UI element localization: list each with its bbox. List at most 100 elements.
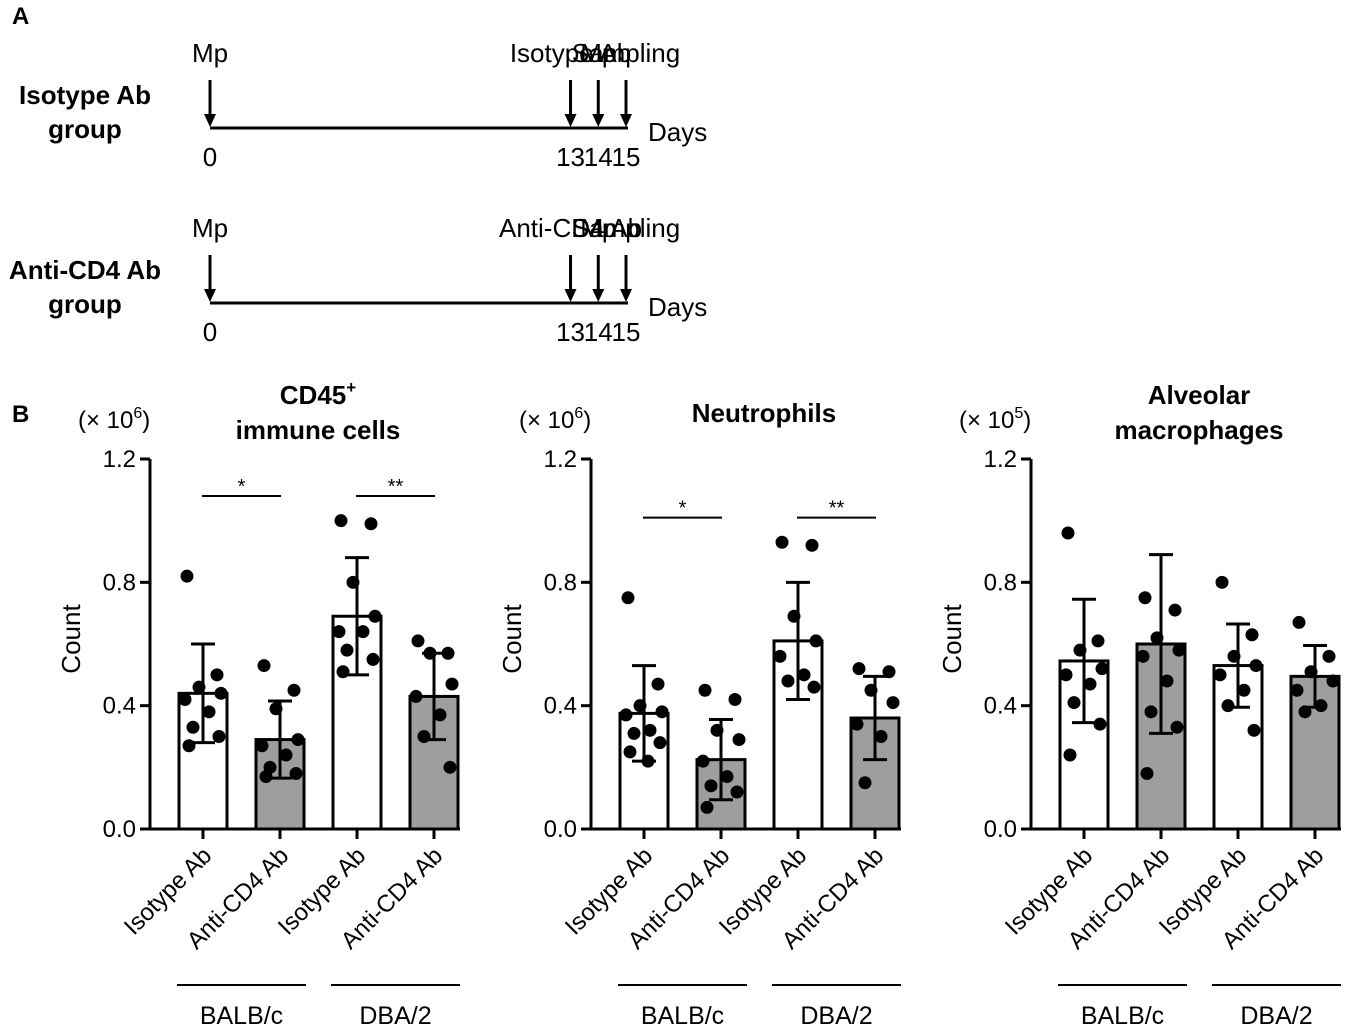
y-tick-label: 0.4 — [103, 693, 136, 720]
data-point — [1170, 720, 1184, 734]
timeline-event: Mp 14 — [580, 213, 616, 347]
data-point — [212, 730, 226, 743]
significance-label: * — [238, 476, 246, 498]
data-point — [696, 754, 710, 768]
unit-prefix: (× 10 — [78, 407, 133, 434]
unit-label: (× 106) — [78, 405, 150, 434]
data-point — [178, 693, 192, 706]
data-point — [356, 625, 370, 639]
y-tick-label: 1.2 — [103, 446, 136, 473]
event-day-label: 13 — [556, 317, 585, 347]
data-point — [364, 517, 378, 531]
error-bar — [786, 580, 810, 701]
error-bar — [422, 651, 446, 742]
data-point — [775, 535, 789, 549]
data-point — [655, 705, 669, 719]
data-point — [1067, 696, 1081, 710]
data-point — [340, 643, 354, 657]
event-arrow-head — [620, 289, 632, 302]
unit-exponent: 6 — [574, 405, 583, 422]
data-point — [627, 726, 641, 740]
timeline-group-label: group — [48, 114, 122, 144]
data-point — [850, 717, 864, 731]
panel-a-letter: A — [12, 3, 29, 30]
group-label: BALB/c — [1081, 1002, 1164, 1029]
timeline-axis-label: Days — [648, 292, 707, 322]
chart-title: CD45+ — [280, 378, 356, 410]
chart-3: (× 105) Alveolar macrophages 0.0 0.4 0.8 1.2 Co… — [937, 380, 1341, 1029]
event-arrow-head — [592, 114, 605, 127]
data-point — [1314, 699, 1328, 713]
data-point — [1213, 668, 1227, 682]
data-point — [1221, 699, 1235, 713]
y-axis-label: Count — [56, 604, 86, 674]
data-point — [1160, 674, 1174, 688]
data-point — [289, 767, 303, 780]
data-point — [441, 646, 455, 660]
event-label: Mp — [580, 213, 616, 243]
event-arrow-head — [564, 114, 577, 127]
data-point — [287, 683, 301, 697]
unit-prefix: (× 10 — [959, 407, 1014, 434]
data-point — [1326, 674, 1340, 688]
timeline-axis-label: Days — [648, 117, 707, 147]
error-bar — [1072, 597, 1096, 725]
event-day-label: 15 — [612, 142, 641, 172]
data-point — [332, 625, 346, 639]
data-point — [805, 538, 819, 552]
data-point — [1061, 526, 1075, 540]
data-point — [781, 674, 795, 688]
event-arrow-head — [204, 114, 216, 127]
data-point — [698, 683, 712, 697]
y-tick-label: 0.8 — [984, 569, 1017, 596]
panel-b-letter: B — [12, 401, 29, 428]
data-point — [1172, 643, 1186, 657]
error-bar — [632, 664, 656, 763]
data-point — [259, 770, 273, 784]
timeline-group-label: Anti-CD4 Ab — [9, 255, 161, 285]
event-day-label: 15 — [612, 317, 641, 347]
error-bar — [863, 674, 887, 762]
error-bar — [345, 556, 369, 677]
data-point — [1215, 575, 1229, 589]
event-arrow-head — [204, 289, 216, 302]
data-point — [279, 748, 293, 762]
group-label: DBA/2 — [1240, 1002, 1312, 1029]
significance-label: ** — [829, 498, 845, 520]
timeline-event: Mp 0 — [192, 213, 228, 347]
data-point — [728, 693, 742, 706]
data-point — [214, 686, 228, 700]
event-label: Anti-CD4 Ab — [499, 213, 642, 243]
data-point — [1237, 683, 1251, 697]
unit-suffix: ) — [142, 407, 150, 434]
y-tick-label: 1.2 — [544, 446, 577, 473]
chart-title: Alveolar — [1148, 380, 1251, 410]
data-point — [411, 634, 425, 648]
unit-exponent: 6 — [133, 405, 142, 422]
error-bar — [1226, 622, 1250, 709]
chart-title-main: Alveolar — [1148, 380, 1251, 410]
data-point — [1249, 659, 1263, 673]
data-point — [1095, 662, 1109, 676]
chart-title-main: CD45 — [280, 380, 346, 410]
event-label: Mp — [580, 38, 616, 68]
error-bar — [709, 718, 733, 802]
data-point — [202, 705, 216, 719]
data-point — [797, 668, 811, 682]
chart-title-line2: macrophages — [1114, 415, 1283, 445]
error-bar — [191, 642, 215, 745]
data-point — [809, 634, 823, 648]
timeline-event: Mp 0 — [192, 38, 228, 172]
significance-label: * — [679, 498, 687, 520]
data-point — [730, 785, 744, 799]
data-point — [180, 569, 194, 583]
unit-suffix: ) — [1023, 407, 1031, 434]
data-point — [366, 652, 380, 666]
chart-title-superscript: + — [346, 378, 356, 397]
data-point — [773, 649, 787, 663]
data-point — [1144, 705, 1158, 719]
